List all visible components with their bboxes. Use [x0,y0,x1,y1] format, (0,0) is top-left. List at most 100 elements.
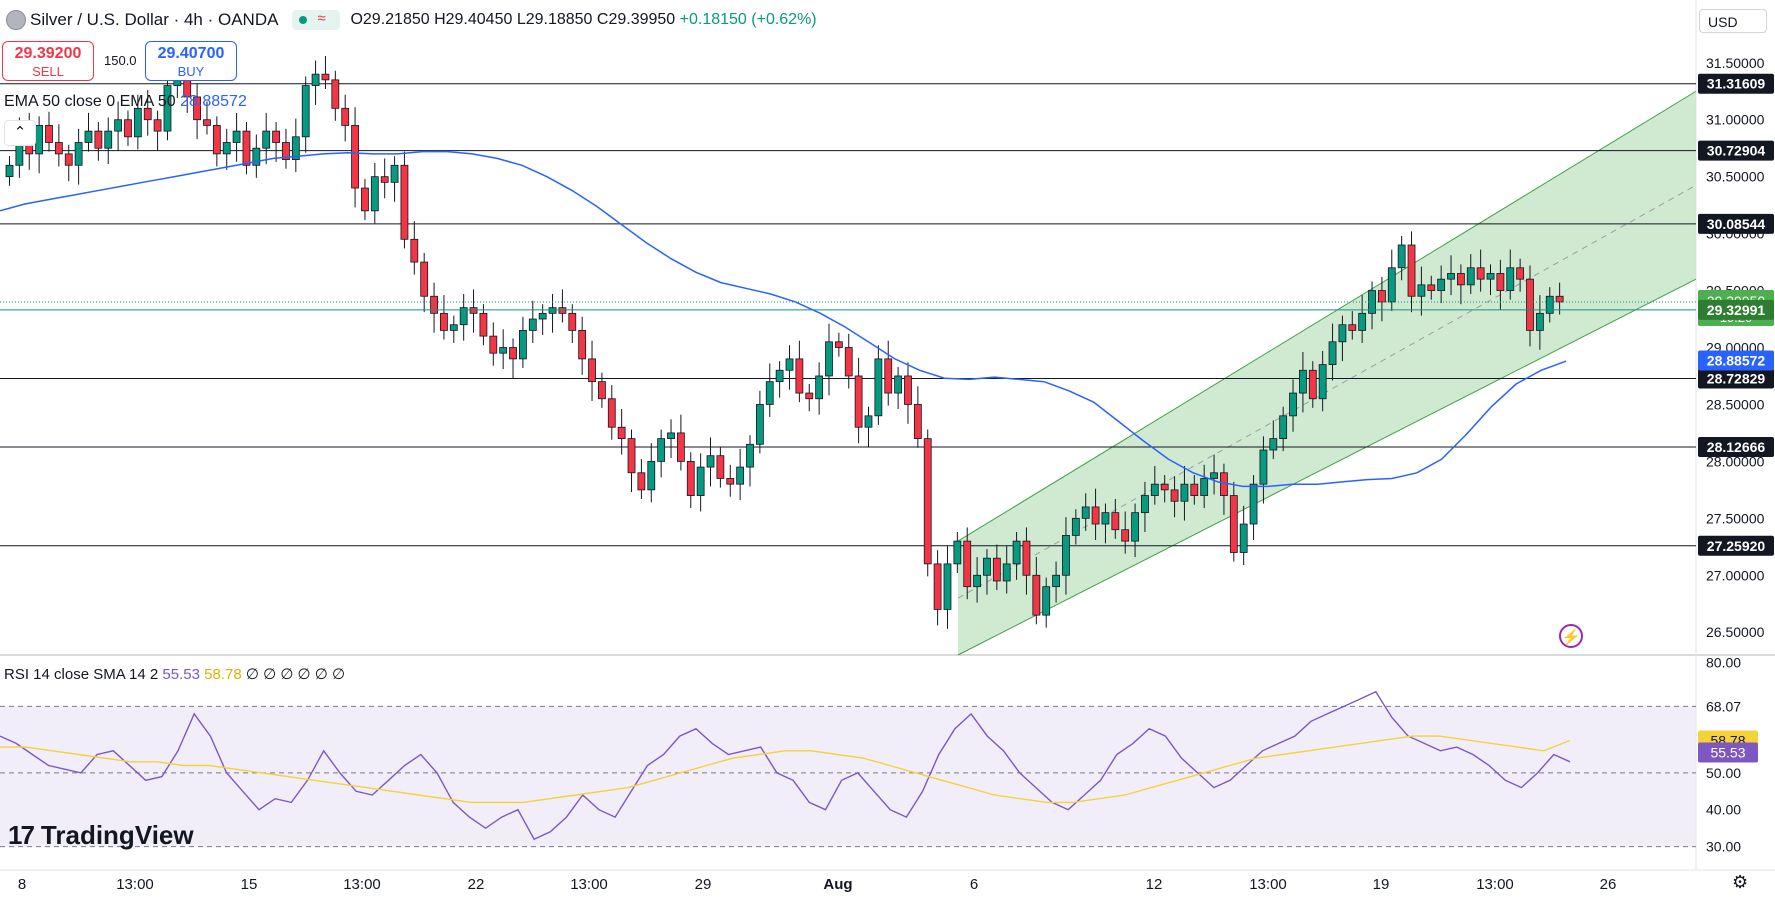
candle-body [765,381,774,405]
market-open-dot-icon [299,16,308,24]
candle-body [45,125,53,143]
candle-body [1279,415,1288,440]
y-tick-label: 28.50000 [1706,396,1765,412]
tradingview-logo[interactable]: 17 TradingView [8,820,194,851]
candle-body [1131,512,1139,542]
ema-legend[interactable]: EMA 50 close 0 EMA 50 28.88572 [4,93,247,111]
candle-body [904,375,912,405]
candle-body [242,130,251,166]
candle-body [933,563,942,610]
candle-body [143,107,152,121]
candle-body [252,147,261,166]
market-status-pill[interactable]: ≈ [292,10,341,30]
currency-selector[interactable]: USD [1699,9,1767,33]
candle-body [755,404,764,445]
candle-body [686,460,695,496]
candle-body [568,312,577,331]
tradingview-mark-icon: 17 [8,820,35,850]
rsi-sma-line [0,735,1571,804]
candle-body [726,478,735,485]
candle-body [420,261,429,297]
gear-icon[interactable]: ⚙ [1732,872,1749,892]
candle-body [874,358,883,417]
candle-body [913,404,922,440]
candle-body [104,130,113,149]
candle-body [301,85,310,138]
candle-body [992,557,1001,582]
channel-upper-line [957,90,1697,542]
candle-body [469,307,478,314]
candle-body [410,238,419,263]
x-tick-label: 19 [1373,876,1390,893]
candle-body [1535,312,1544,331]
candle-body [637,472,646,491]
x-tick-label: 22 [468,876,485,893]
candle-body [1299,369,1307,394]
x-tick-label: 13:00 [570,876,608,893]
y-tick-label: 31.50000 [1706,55,1765,71]
candle-body [1052,574,1060,588]
candle-body [983,557,991,576]
candle-body [291,136,300,160]
candle-body [390,164,399,183]
x-tick-label: 15 [241,876,258,893]
candle-body [370,176,379,212]
ema-price-label: 28.88572 [1707,353,1766,369]
rsi-y-tick-label: 80.00 [1706,654,1741,670]
collapse-legend-button[interactable]: ⌃ [4,120,36,146]
candle-body [795,358,804,394]
candle-body [736,466,745,485]
candle-body [262,130,271,149]
candle-body [1239,523,1248,553]
candle-body [884,358,893,394]
x-tick-label: 26 [1600,876,1617,893]
y-tick-label: 31.00000 [1706,112,1765,128]
rsi-sma-legend-value: 58.78 [204,666,242,683]
y-tick-label: 28.00000 [1706,453,1765,469]
candle-body [114,119,123,132]
candle-body [1141,495,1149,514]
candle-body [400,164,409,240]
candle-body [1160,483,1169,491]
candle-body [1338,324,1347,343]
candle-body [943,563,952,610]
level-label: 28.72829 [1707,370,1766,386]
lightning-icon[interactable]: ⚡ [1559,624,1583,648]
candle-body [163,85,172,132]
y-tick-label: 27.50000 [1706,510,1765,526]
symbol-title[interactable]: Silver / U.S. Dollar · 4h · OANDA [30,10,279,29]
rsi-y-tick-label: 68.07 [1706,698,1741,714]
candle-body [1210,472,1218,479]
candle-body [153,119,162,132]
candle-body [341,107,350,126]
candle-body [696,466,705,496]
candle-body [1042,586,1051,616]
candle-body [519,330,527,360]
candle-body [528,318,537,331]
candle-body [94,130,103,149]
candle-body [499,347,508,354]
sell-button[interactable]: 29.39200 SELL [2,41,94,81]
chart-header: Silver / U.S. Dollar · 4h · OANDA ≈ O29.… [0,0,817,40]
rsi-legend[interactable]: RSI 14 close SMA 14 2 55.53 58.78 ∅ ∅ ∅ … [4,665,345,683]
x-tick-label: 13:00 [343,876,381,893]
x-tick-label: 13:00 [1249,876,1287,893]
candle-body [1526,278,1534,331]
level-label-bg [1698,140,1774,161]
candle-body [1012,540,1021,565]
candle-body [430,295,438,314]
candle-body [1456,273,1465,286]
chevron-up-icon: ⌃ [13,124,27,141]
x-tick-label: 29 [695,876,712,893]
candle-body [1476,267,1485,280]
candle-body [1180,483,1189,502]
buy-button[interactable]: 29.40700 BUY [145,41,237,81]
silver-coin-icon [6,10,26,30]
candle-body [805,392,814,400]
ema-50-line [0,150,1567,488]
candle-body [1545,295,1554,314]
candle-body [1101,512,1110,525]
candle-body [1091,506,1100,525]
candle-body [321,73,330,81]
